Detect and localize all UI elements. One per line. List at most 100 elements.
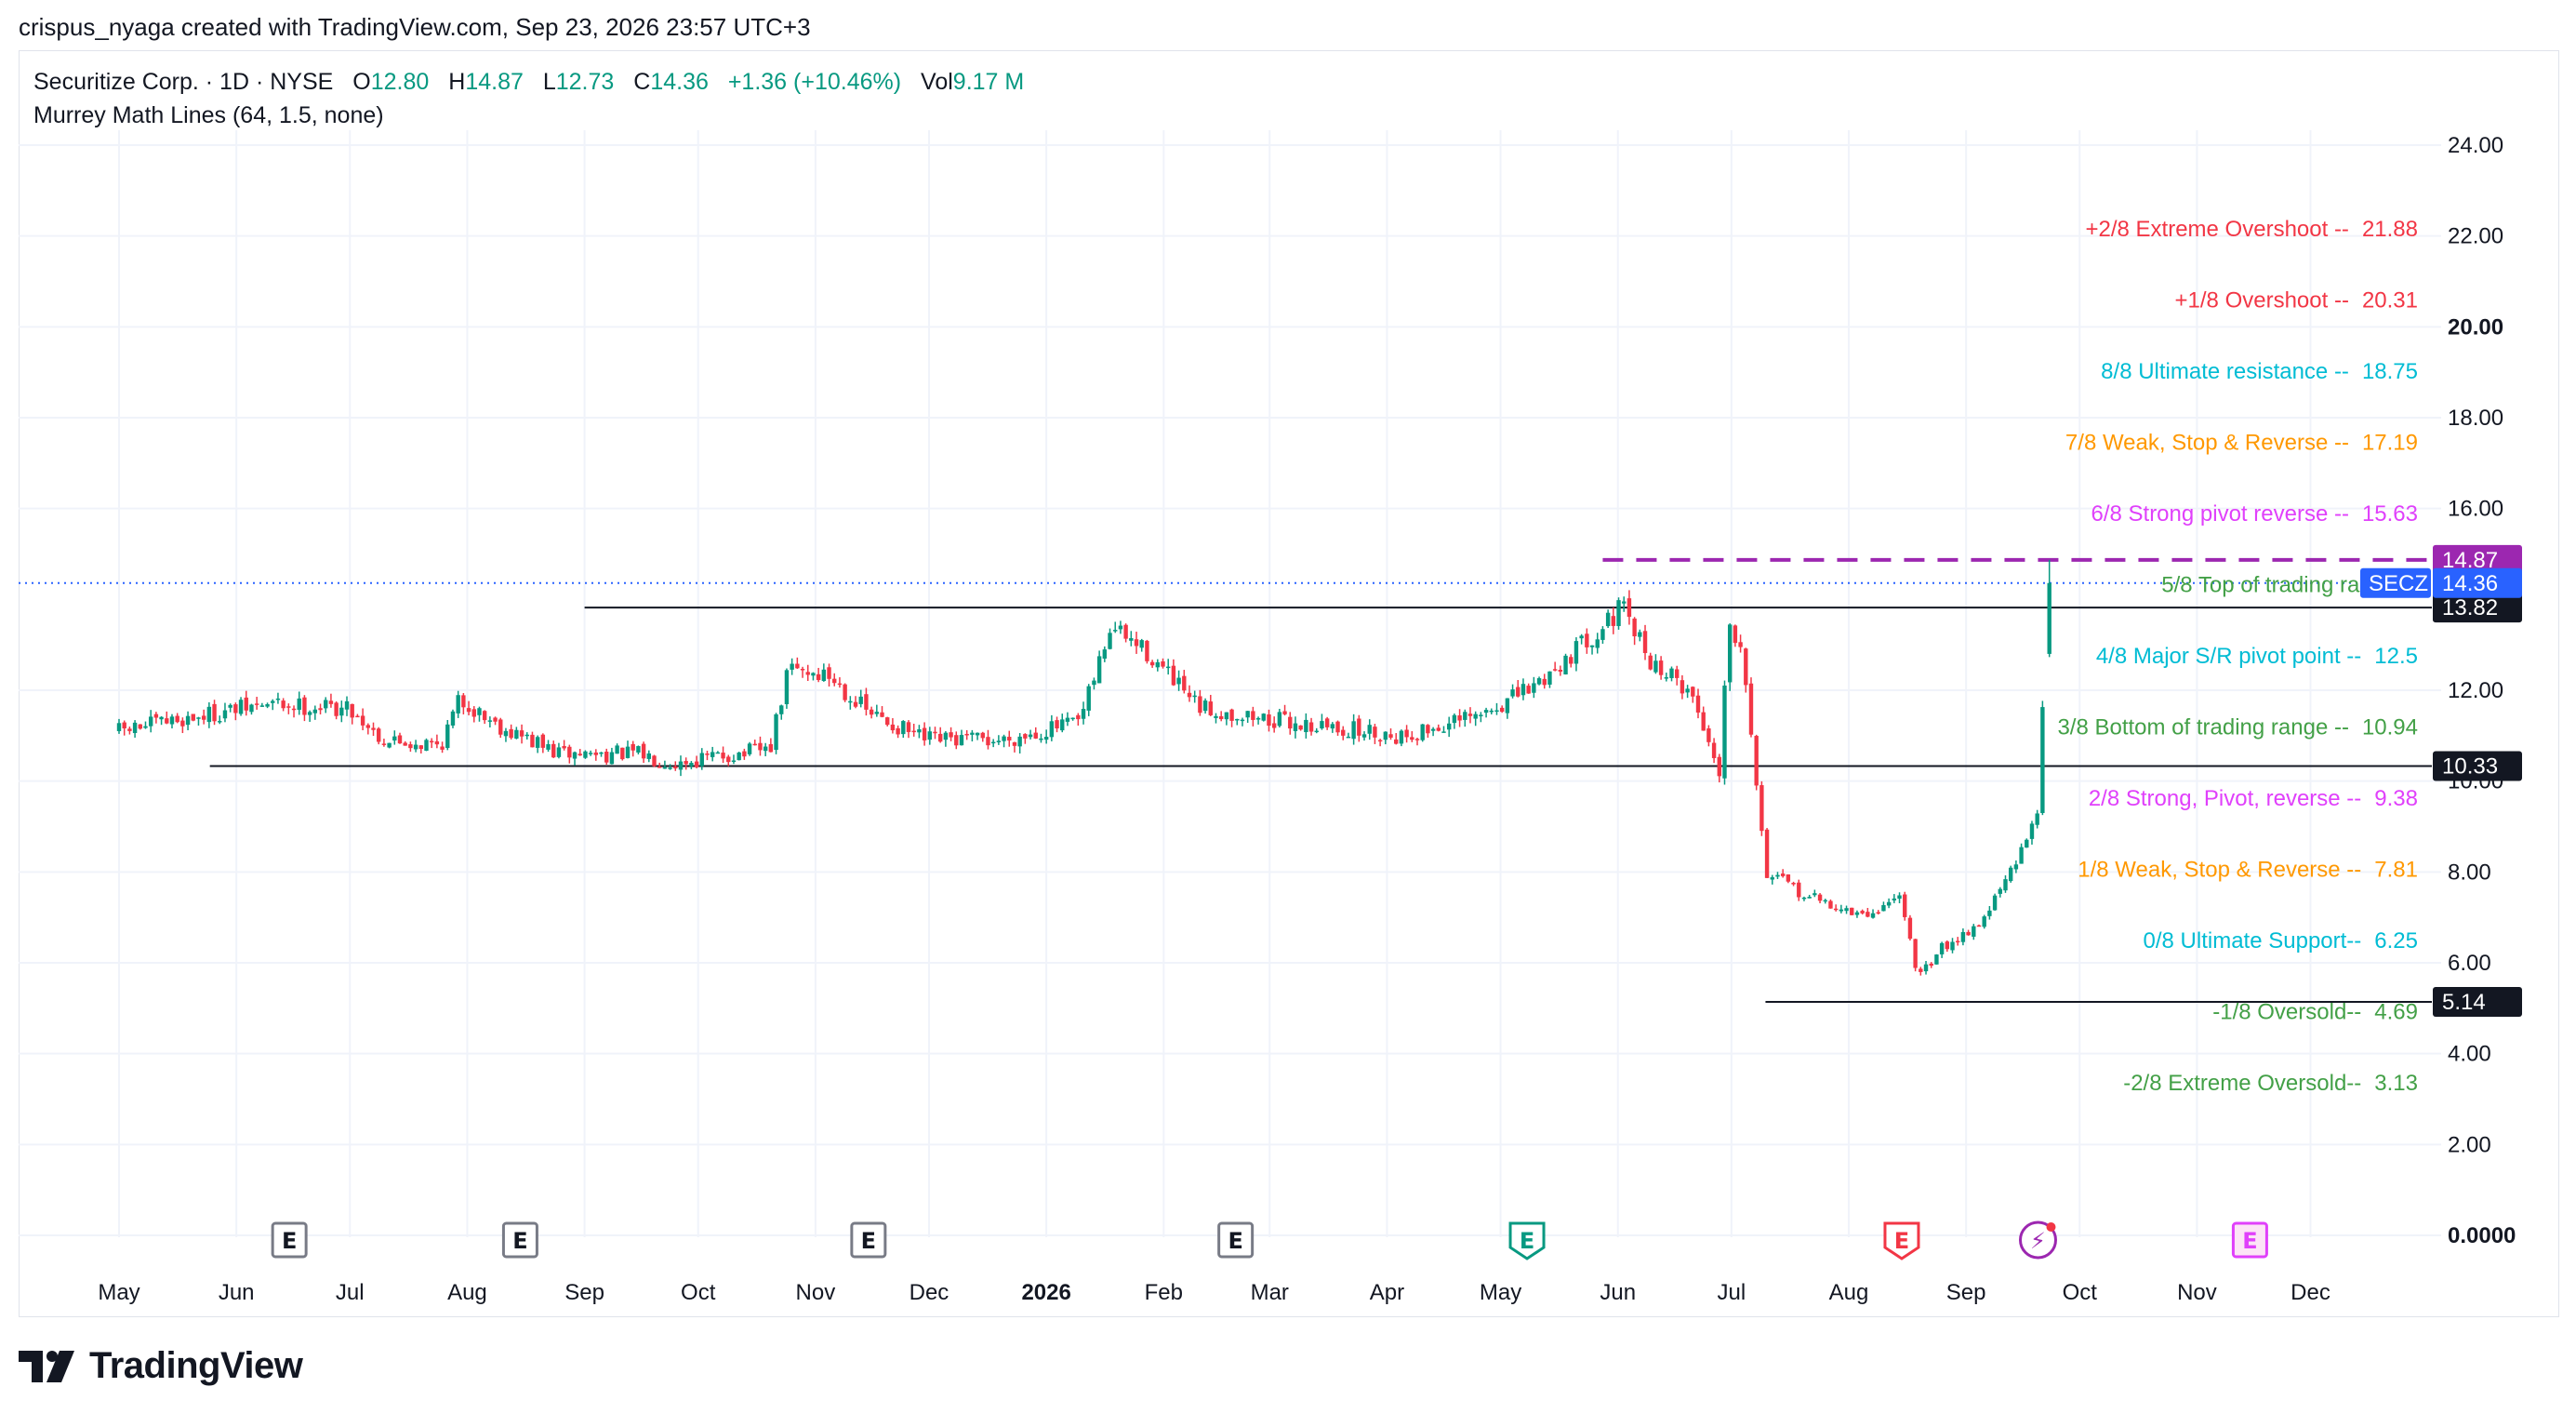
candle-body — [1754, 736, 1759, 786]
candle-body — [1176, 677, 1181, 685]
candle — [355, 714, 360, 718]
time-axis[interactable]: May Jun Jul Aug Sep Oct Nov Dec 2026 Feb Mar Apr May… — [98, 1280, 2330, 1305]
candle — [1526, 683, 1531, 694]
event-marker-split-dividend[interactable]: ⚡ — [2018, 1220, 2057, 1260]
candle-body — [1139, 640, 1144, 648]
candle-body — [334, 702, 339, 716]
candle — [429, 738, 434, 749]
candle — [1161, 658, 1165, 669]
candle — [1341, 726, 1346, 740]
symbol-title[interactable]: Securitize Corp. · 1D · NYSE — [33, 69, 334, 95]
candle — [1839, 904, 1844, 914]
candle-body — [324, 700, 328, 709]
candle-body — [1187, 692, 1192, 698]
event-marker-earnings-past[interactable]: E — [501, 1221, 538, 1259]
candle-body — [567, 746, 572, 758]
candle — [1516, 680, 1520, 698]
event-marker-earnings-green[interactable]: E — [1508, 1221, 1546, 1260]
candle-body — [1208, 701, 1213, 715]
murrey-line-label: 1/8 Weak, Stop & Reverse -- 7.81 — [2078, 858, 2418, 883]
candle — [937, 727, 943, 743]
earnings-icon[interactable] — [271, 1221, 308, 1259]
candle — [1271, 716, 1277, 733]
candle-body — [1886, 901, 1892, 906]
murrey-line-value: 17.19 — [2362, 431, 2418, 456]
candle-body — [1055, 720, 1059, 728]
earnings-icon[interactable] — [1217, 1221, 1255, 1259]
candle-body — [1049, 721, 1055, 738]
lightning-icon[interactable] — [2018, 1220, 2057, 1260]
candle-body — [365, 725, 371, 728]
candle — [1499, 705, 1505, 714]
candle — [1589, 645, 1595, 655]
event-marker-label: ⚡ — [2030, 1228, 2046, 1254]
candle — [1314, 727, 1319, 734]
event-markers[interactable]: E E E E E E ⚡ E — [271, 1220, 2268, 1260]
earnings-icon[interactable] — [2231, 1221, 2268, 1259]
candle — [466, 700, 471, 715]
candle — [986, 729, 990, 750]
candle-body — [631, 743, 635, 751]
candle — [1298, 725, 1303, 731]
candle-body — [758, 742, 763, 751]
price-axis[interactable]: 0.00002.004.006.008.0010.0012.0016.0018.… — [2448, 133, 2516, 1248]
candle-body — [562, 745, 566, 749]
candle-body — [737, 752, 741, 761]
candle-body — [911, 730, 916, 733]
tradingview-logo[interactable]: TradingView — [19, 1345, 303, 1387]
candle — [954, 731, 959, 750]
candle — [1770, 874, 1774, 885]
earnings-icon[interactable] — [501, 1221, 538, 1259]
candle — [795, 657, 800, 670]
candle — [1489, 708, 1494, 714]
candle — [1998, 887, 2002, 898]
candle-body — [1622, 601, 1627, 604]
candle-body — [1797, 882, 1801, 898]
candle — [1229, 708, 1234, 727]
candle-body — [689, 763, 694, 767]
time-tick-label: Nov — [2177, 1280, 2217, 1305]
candle — [1748, 677, 1754, 738]
candle-body — [1516, 687, 1520, 697]
price-tick-label: 24.00 — [2448, 133, 2503, 158]
candle — [339, 700, 344, 723]
candle — [482, 710, 487, 725]
murrey-line-name: 6/8 Strong pivot reverse -- — [2091, 501, 2348, 527]
candle — [705, 751, 710, 761]
candle-body — [1685, 688, 1690, 693]
candle — [1791, 881, 1796, 887]
candle-body — [800, 669, 805, 671]
line-price-tag-bg — [2433, 986, 2522, 1017]
event-marker-earnings-future[interactable]: E — [2231, 1221, 2268, 1259]
event-marker-earnings-red[interactable]: E — [1883, 1221, 1920, 1260]
candle-body — [1934, 954, 1939, 965]
earnings-icon[interactable] — [1508, 1221, 1546, 1260]
candle-body — [1569, 657, 1573, 664]
indicator-title[interactable]: Murrey Math Lines (64, 1.5, none) — [33, 102, 384, 128]
candle-body — [487, 720, 493, 722]
candle-body — [1987, 910, 1992, 916]
chart-frame[interactable] — [19, 50, 2559, 1317]
candle — [1351, 714, 1356, 745]
event-marker-earnings-past[interactable]: E — [1217, 1221, 1255, 1259]
murrey-line-name: 0/8 Ultimate Support-- — [2144, 928, 2362, 954]
earnings-icon[interactable] — [1883, 1221, 1920, 1260]
candle — [1399, 729, 1404, 747]
earnings-icon[interactable] — [850, 1221, 887, 1259]
candle — [509, 724, 513, 740]
candle-body — [684, 761, 688, 765]
candle-body — [694, 761, 699, 767]
event-marker-earnings-past[interactable]: E — [271, 1221, 308, 1259]
candle — [567, 744, 572, 764]
candle — [233, 702, 238, 721]
candle-body — [604, 752, 609, 763]
candle-body — [509, 728, 513, 739]
line-price-tag-bg — [2433, 751, 2522, 781]
candle — [652, 754, 657, 767]
candle-body — [127, 728, 132, 731]
candle — [1987, 906, 1992, 920]
candle — [959, 729, 964, 746]
event-marker-earnings-past[interactable]: E — [850, 1221, 887, 1259]
candle — [281, 698, 285, 712]
